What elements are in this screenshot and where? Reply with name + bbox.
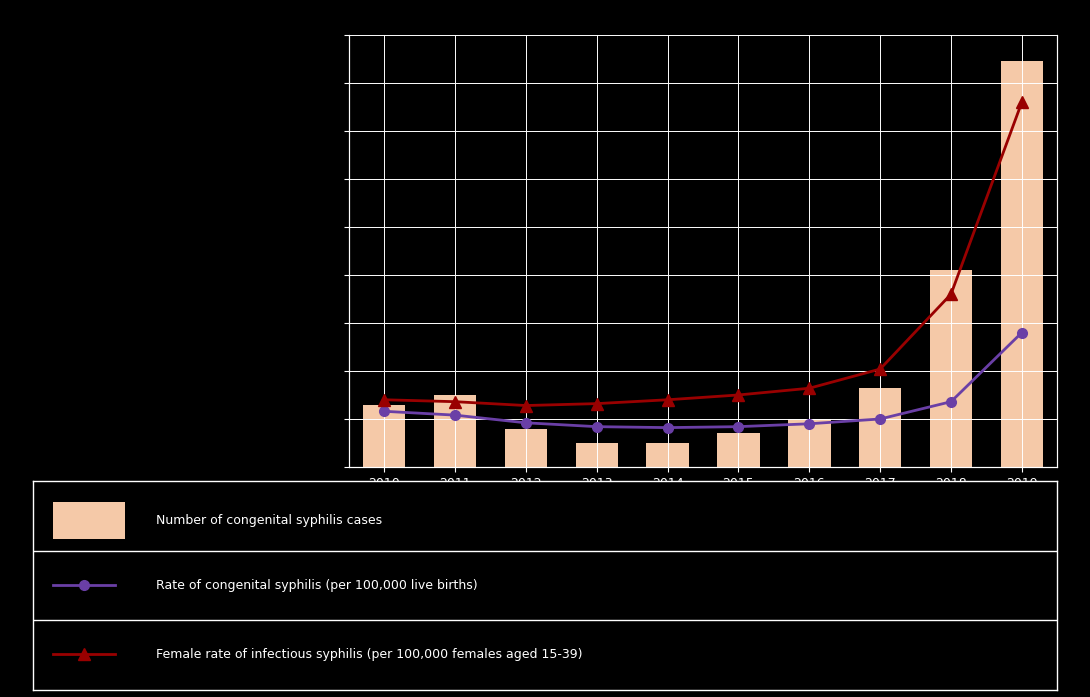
FancyBboxPatch shape: [53, 502, 125, 539]
Bar: [859, 388, 901, 467]
Bar: [1001, 61, 1043, 467]
Text: Rate of congenital syphilis (per 100,000 live births): Rate of congenital syphilis (per 100,000…: [156, 579, 477, 592]
Text: Female rate of infectious syphilis (per 100,000 females aged 15-39): Female rate of infectious syphilis (per …: [156, 648, 582, 661]
Bar: [363, 404, 405, 467]
Bar: [505, 429, 547, 467]
Bar: [930, 270, 972, 467]
Bar: [717, 434, 760, 467]
Text: Number of congenital syphilis cases: Number of congenital syphilis cases: [156, 514, 382, 527]
Bar: [434, 395, 476, 467]
Bar: [646, 443, 689, 467]
Bar: [576, 443, 618, 467]
Bar: [788, 419, 831, 467]
